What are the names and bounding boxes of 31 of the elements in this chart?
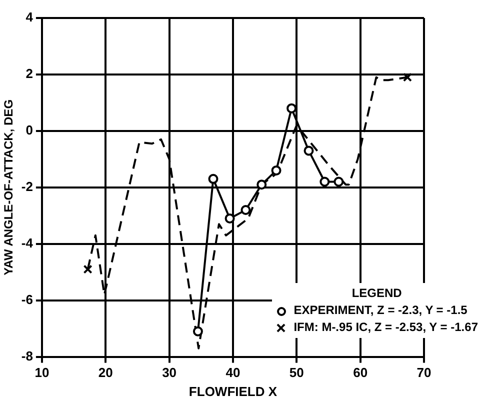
point: [286, 103, 297, 114]
x-axis-title: FLOWFIELD X: [188, 384, 278, 399]
point: [83, 264, 92, 274]
x-tick-label: 50: [289, 365, 304, 380]
y-axis-title: YAW ANGLE-OF-ATTACK, DEG: [2, 99, 16, 276]
x-tick-label: 30: [162, 365, 177, 380]
point: [320, 176, 330, 187]
x-tick-label: 40: [226, 365, 240, 380]
x-tick-label: 10: [34, 365, 50, 380]
y-tick-label: -8: [21, 348, 33, 364]
y-tick-label: 0: [26, 122, 33, 138]
point: [402, 72, 412, 82]
y-tick-label: -6: [21, 292, 33, 307]
point: [256, 180, 267, 190]
y-tick-label: -2: [21, 178, 33, 194]
y-tick-label: 2: [26, 66, 33, 82]
x-tick-label: 70: [416, 365, 432, 380]
y-tick-label: 4: [26, 10, 34, 25]
point: [304, 146, 314, 156]
legend-title: LEGEND: [350, 285, 403, 302]
point: [271, 165, 282, 176]
legend-label: IFM: M-.95 IC, Z = -2.53, Y = -1.67: [294, 319, 478, 336]
y-tick-label: -4: [21, 235, 34, 250]
x-tick-label: 60: [353, 365, 368, 380]
x-tick-label: 20: [98, 365, 113, 380]
point: [240, 204, 251, 215]
legend-label: EXPERIMENT, Z = -2.3, Y = -1.5: [294, 302, 468, 319]
point: [224, 213, 235, 224]
point: [192, 326, 203, 336]
point: [208, 174, 218, 184]
point: [334, 176, 344, 187]
